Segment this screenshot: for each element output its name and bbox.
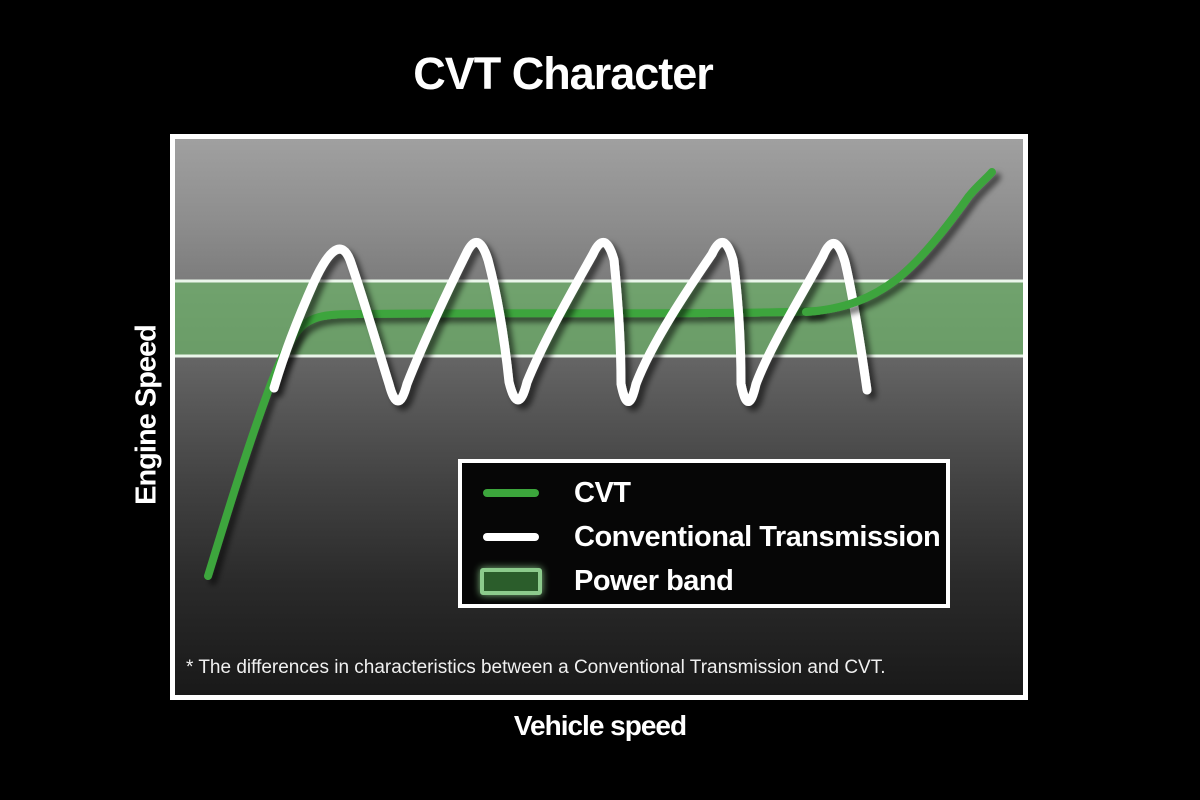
page-title: CVT Character bbox=[413, 48, 714, 99]
legend: CVT Conventional Transmission Power band bbox=[458, 459, 950, 608]
legend-item-cvt: CVT bbox=[462, 471, 946, 515]
conventional-line-swatch-icon bbox=[483, 533, 539, 541]
legend-label-power-band: Power band bbox=[574, 564, 734, 597]
x-axis-label: Vehicle speed bbox=[513, 710, 687, 741]
plot-border bbox=[170, 134, 1028, 700]
footnote: * The differences in characteristics bet… bbox=[186, 657, 886, 678]
cvt-line-swatch-icon bbox=[483, 489, 539, 497]
plot-area bbox=[170, 134, 1028, 700]
chart-plot bbox=[170, 134, 1028, 700]
legend-item-conventional: Conventional Transmission bbox=[462, 515, 946, 559]
legend-label-conventional: Conventional Transmission bbox=[574, 520, 941, 553]
power-band-swatch-icon bbox=[480, 567, 542, 595]
y-axis-label: Engine Speed bbox=[130, 325, 163, 505]
legend-label-cvt: CVT bbox=[574, 476, 631, 509]
cvt-line bbox=[204, 307, 822, 580]
legend-item-power-band: Power band bbox=[462, 559, 946, 603]
plot-background bbox=[175, 139, 1023, 695]
cvt-line-final-rise bbox=[802, 168, 996, 316]
conventional-transmission-line bbox=[269, 238, 872, 406]
